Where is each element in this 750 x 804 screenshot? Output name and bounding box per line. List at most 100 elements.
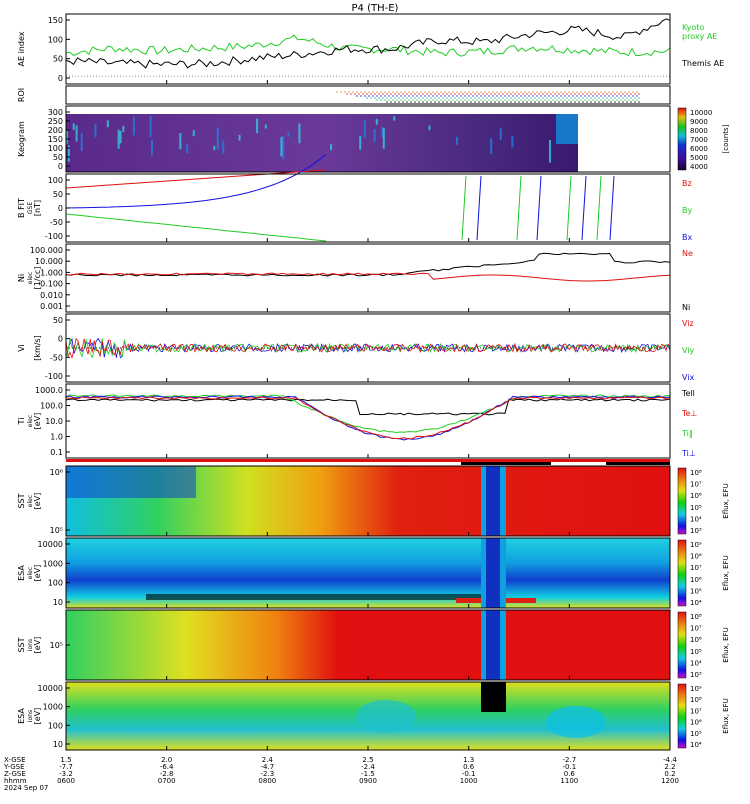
keogram-aurora-spot xyxy=(282,136,285,160)
temperature-line xyxy=(65,398,671,416)
legend-entry: Ne xyxy=(682,249,693,258)
y-tick-label: 0.1 xyxy=(50,448,63,457)
colorbar-tick-label: 10⁸ xyxy=(690,469,702,477)
keogram-aurora-spot xyxy=(216,127,219,150)
legend-entry: Ni xyxy=(682,303,690,312)
by-line xyxy=(65,213,327,242)
colorbar-tick-label: 10⁴ xyxy=(690,741,702,749)
colorbar xyxy=(677,467,687,535)
colorbar-tick-label: 10⁸ xyxy=(690,696,702,704)
keogram-aurora-spot xyxy=(67,145,70,162)
colorbar-tick-label: 10⁷ xyxy=(690,481,702,489)
keogram-aurora-spot xyxy=(222,140,225,154)
velocity-line xyxy=(65,337,671,359)
colorbar-tick-label: 10⁴ xyxy=(690,659,702,667)
colorbar-tick-label: 10000 xyxy=(690,109,712,117)
colorbar-tick-label: 10³ xyxy=(690,527,702,535)
keogram-aurora-spot xyxy=(330,144,333,151)
spectrogram-gap-core xyxy=(486,466,500,536)
footer-row-label: X-GSE xyxy=(4,756,26,764)
y-axis-label: Keogram xyxy=(17,121,26,157)
y-tick-label: 0 xyxy=(58,162,63,171)
footer-z-value: -1.5 xyxy=(361,770,375,778)
keogram-aurora-spot xyxy=(117,129,120,149)
y-axis-sublabel: elec xyxy=(27,567,34,579)
colorbar xyxy=(677,107,687,171)
y-tick-label: 10⁵ xyxy=(50,526,63,535)
legend-entry: Te⊥ xyxy=(681,409,697,418)
legend-entry: Themis AE xyxy=(681,59,724,68)
y-tick-label: 1000 xyxy=(43,703,63,712)
colorbar xyxy=(677,611,687,679)
footer-z-value: -2.3 xyxy=(260,770,274,778)
b-field-spike xyxy=(536,175,542,241)
keogram-aurora-spot xyxy=(122,125,125,132)
footer-x-value: 1.5 xyxy=(60,756,71,764)
colorbar-tick-label: 10⁹ xyxy=(690,541,702,549)
y-tick-label: 100 xyxy=(48,176,63,185)
temperature-line xyxy=(65,394,671,434)
keogram-aurora-spot xyxy=(381,127,384,138)
y-tick-label: 10⁵ xyxy=(50,641,63,650)
temperature-line xyxy=(65,395,671,441)
colorbar-label: Eflux, EFU xyxy=(722,627,730,662)
spectrogram-gap xyxy=(481,682,506,712)
y-axis-label: SST xyxy=(17,637,26,652)
y-tick-label: 300 xyxy=(48,108,63,117)
keogram-aurora-spot xyxy=(428,125,431,131)
b-field-spike xyxy=(516,175,522,241)
colorbar-tick-label: 10⁵ xyxy=(690,648,702,656)
y-tick-label: 0 xyxy=(58,335,63,344)
footer-x-value: -2.7 xyxy=(562,756,576,764)
keogram-aurora-spot xyxy=(490,138,493,154)
colorbar-tick-label: 10⁷ xyxy=(690,625,702,633)
y-axis-units: [eV] xyxy=(33,413,42,430)
footer-z-value: -3.2 xyxy=(59,770,73,778)
y-tick-label: 10000 xyxy=(38,684,63,693)
keogram-aurora-spot xyxy=(186,144,189,154)
low-count-region xyxy=(66,466,196,498)
y-tick-label: -50 xyxy=(50,218,63,227)
colorbar-tick-label: 10⁹ xyxy=(690,685,702,693)
y-tick-label: 10.0 xyxy=(45,417,63,426)
y-axis-sublabel: elec xyxy=(27,272,34,284)
y-axis-units: [eV] xyxy=(33,493,42,510)
y-tick-label: 0 xyxy=(58,74,63,83)
footer-time-label: 1200 xyxy=(661,777,679,785)
y-tick-label: 250 xyxy=(48,117,63,126)
y-axis-units: [eV] xyxy=(33,708,42,725)
y-tick-label: 150 xyxy=(48,135,63,144)
legend-entry: Ti‖ xyxy=(681,429,693,438)
y-tick-label: 0.001 xyxy=(40,302,63,311)
y-axis-label: Ti xyxy=(17,418,26,426)
keogram-aurora-spot xyxy=(363,120,366,138)
low-count-region xyxy=(146,594,506,600)
keogram-aurora-spot xyxy=(72,123,75,130)
footer-y-value: 2.2 xyxy=(664,763,675,771)
bx-line xyxy=(65,154,327,209)
keogram-aurora-spot xyxy=(375,118,378,125)
keogram-aurora-spot xyxy=(151,139,154,156)
panel-frame xyxy=(65,13,671,85)
themis-ae-line xyxy=(65,18,671,69)
y-axis-label: ROI xyxy=(17,88,26,102)
colorbar xyxy=(677,539,687,607)
b-field-spike xyxy=(596,175,602,241)
keogram-aurora-spot xyxy=(298,123,301,144)
y-tick-label: -100 xyxy=(45,232,63,241)
legend-entry: Vix xyxy=(682,373,695,382)
colorbar-tick-label: 10⁷ xyxy=(690,564,702,572)
b-field-spike xyxy=(461,175,467,241)
footer-y-value: -4.7 xyxy=(260,763,274,771)
y-axis-label: ESA xyxy=(17,565,26,581)
flux-depletion xyxy=(546,706,606,738)
colorbar-tick-label: 10³ xyxy=(690,671,702,679)
keogram-aurora-spot xyxy=(80,132,83,152)
keogram-aurora-spot xyxy=(192,130,195,137)
keogram-aurora-spot xyxy=(280,137,283,157)
colorbar-tick-label: 10⁵ xyxy=(690,504,702,512)
ni-line xyxy=(65,252,671,277)
y-axis-units: [km/s] xyxy=(33,335,42,361)
footer-x-value: 1.3 xyxy=(463,756,474,764)
